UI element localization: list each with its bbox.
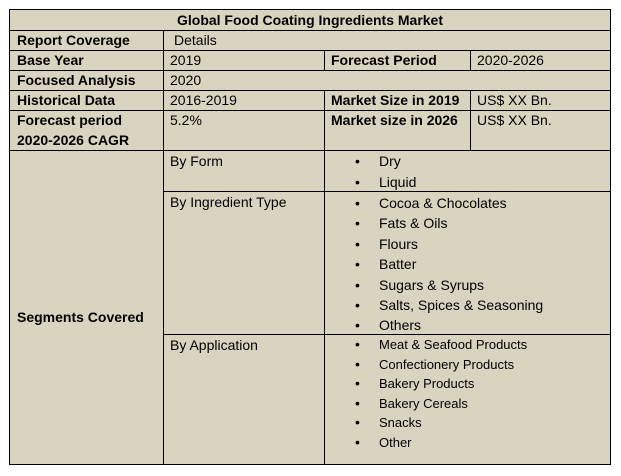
value-market-size-2019: US$ XX Bn. xyxy=(477,92,552,108)
label-base-year: Base Year xyxy=(17,52,84,68)
segment-list-ingredient-type: Cocoa & Chocolates Fats & Oils Flours Ba… xyxy=(355,193,605,336)
list-item: Fats & Oils xyxy=(355,213,605,234)
value-forecast-period: 2020-2026 xyxy=(477,52,544,68)
segment-list-form: Dry Liquid xyxy=(355,151,605,192)
list-item: Liquid xyxy=(355,172,605,193)
label-market-size-2026: Market size in 2026 xyxy=(331,112,458,128)
label-forecast-period: Forecast Period xyxy=(331,52,437,68)
list-item: Batter xyxy=(355,254,605,275)
column-divider xyxy=(324,150,325,464)
row-divider xyxy=(10,50,610,51)
segment-group-application: By Application xyxy=(170,337,258,353)
column-divider xyxy=(324,50,325,70)
list-item: Meat & Seafood Products xyxy=(355,335,605,355)
value-focused-analysis: 2020 xyxy=(170,72,202,88)
label-forecast-cagr-line1: Forecast period xyxy=(17,112,123,128)
label-historical-data: Historical Data xyxy=(17,92,116,108)
value-report-coverage: Details xyxy=(174,32,217,48)
value-market-size-2026: US$ XX Bn. xyxy=(477,112,552,128)
list-item: Confectionery Products xyxy=(355,355,605,375)
list-item: Dry xyxy=(355,151,605,172)
list-item: Snacks xyxy=(355,413,605,433)
list-item: Cocoa & Chocolates xyxy=(355,193,605,214)
list-item: Salts, Spices & Seasoning xyxy=(355,295,605,316)
label-segments-covered: Segments Covered xyxy=(17,309,144,325)
label-market-size-2019: Market Size in 2019 xyxy=(331,92,460,108)
value-forecast-cagr: 5.2% xyxy=(170,112,202,128)
list-item: Others xyxy=(355,315,605,336)
list-item: Sugars & Syrups xyxy=(355,275,605,296)
label-forecast-cagr-line2: 2020-2026 CAGR xyxy=(17,132,130,148)
row-divider xyxy=(10,110,610,111)
segment-list-application: Meat & Seafood Products Confectionery Pr… xyxy=(355,335,605,453)
label-forecast-cagr: Forecast period 2020-2026 CAGR xyxy=(10,110,163,150)
value-base-year: 2019 xyxy=(170,52,202,68)
row-divider xyxy=(10,70,610,71)
column-divider xyxy=(470,50,471,70)
value-historical-data: 2016-2019 xyxy=(170,92,237,108)
row-divider xyxy=(10,30,610,31)
table-title: Global Food Coating Ingredients Market xyxy=(176,12,443,28)
column-divider xyxy=(324,90,325,150)
label-report-coverage: Report Coverage xyxy=(17,32,130,48)
column-divider xyxy=(470,90,471,150)
list-item: Other xyxy=(355,433,605,453)
segment-group-form: By Form xyxy=(170,153,223,169)
list-item: Flours xyxy=(355,234,605,255)
list-item: Bakery Cereals xyxy=(355,394,605,414)
column-divider xyxy=(163,30,164,464)
label-focused-analysis: Focused Analysis xyxy=(17,72,136,88)
row-divider xyxy=(10,90,610,91)
row-divider xyxy=(10,150,610,151)
list-item: Bakery Products xyxy=(355,374,605,394)
report-coverage-table: Global Food Coating Ingredients Market R… xyxy=(9,9,611,465)
segment-group-ingredient-type: By Ingredient Type xyxy=(170,194,287,210)
